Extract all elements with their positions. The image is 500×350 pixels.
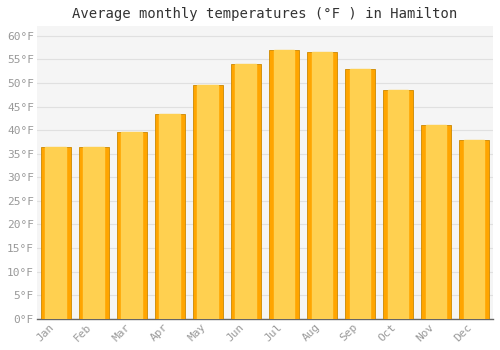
Bar bbox=[459, 140, 489, 319]
Bar bbox=[79, 147, 108, 319]
Bar bbox=[307, 52, 337, 319]
Bar bbox=[155, 114, 184, 319]
Bar bbox=[426, 125, 446, 319]
Bar bbox=[383, 90, 413, 319]
Bar bbox=[198, 85, 218, 319]
Bar bbox=[231, 64, 260, 319]
Bar bbox=[459, 140, 489, 319]
Bar bbox=[345, 69, 375, 319]
Bar bbox=[231, 64, 260, 319]
Bar bbox=[421, 125, 451, 319]
Bar bbox=[345, 69, 375, 319]
Bar bbox=[41, 147, 70, 319]
Bar bbox=[236, 64, 256, 319]
Bar bbox=[46, 147, 66, 319]
Bar bbox=[193, 85, 222, 319]
Bar bbox=[307, 52, 337, 319]
Bar bbox=[388, 90, 408, 319]
Bar bbox=[117, 132, 146, 319]
Bar bbox=[155, 114, 184, 319]
Bar bbox=[117, 132, 146, 319]
Bar bbox=[193, 85, 222, 319]
Bar bbox=[421, 125, 451, 319]
Bar bbox=[383, 90, 413, 319]
Bar bbox=[79, 147, 108, 319]
Bar bbox=[269, 50, 298, 319]
Bar bbox=[350, 69, 370, 319]
Title: Average monthly temperatures (°F ) in Hamilton: Average monthly temperatures (°F ) in Ha… bbox=[72, 7, 458, 21]
Bar bbox=[274, 50, 294, 319]
Bar bbox=[312, 52, 332, 319]
Bar bbox=[269, 50, 298, 319]
Bar bbox=[160, 114, 180, 319]
Bar bbox=[122, 132, 142, 319]
Bar bbox=[464, 140, 484, 319]
Bar bbox=[84, 147, 104, 319]
Bar bbox=[41, 147, 70, 319]
